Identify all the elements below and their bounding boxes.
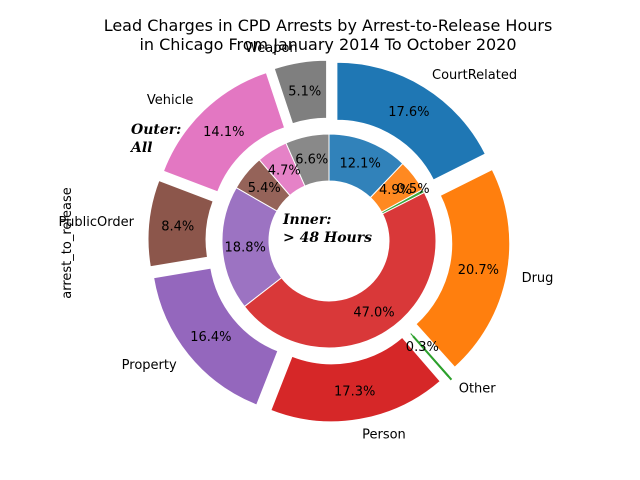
outer-percent-label-property: 16.4% bbox=[190, 330, 231, 345]
inner-labels: 6.6%4.7% 5.4% 18.8% 47.0% 0.5%4.9% 12.1% bbox=[225, 152, 430, 320]
inner-ring bbox=[221, 133, 437, 349]
outer-slice-property bbox=[153, 267, 279, 406]
outer-category-label-drug: Drug bbox=[522, 271, 554, 286]
inner-note-line-2: > 48 Hours bbox=[283, 230, 372, 246]
chart-title-line-2: in Chicago From January 2014 To October … bbox=[139, 35, 516, 54]
outer-slice-publicorder bbox=[147, 179, 214, 268]
outer-category-label-weapon: Weapon bbox=[245, 41, 298, 56]
inner-percent-label-publicorder: 5.4% bbox=[248, 181, 281, 196]
y-axis-label: arrest_to_release bbox=[60, 187, 75, 298]
outer-category-label-vehicle: Vehicle bbox=[147, 93, 194, 108]
inner-percent-label-other: 0.5% bbox=[397, 182, 430, 197]
inner-percent-label-property: 18.8% bbox=[225, 240, 266, 255]
outer-labels: Weapon 5.1% Vehicle 14.1% PublicOrder 8.4% Pro… bbox=[59, 41, 554, 443]
outer-percent-label-courtrelated: 17.6% bbox=[388, 105, 429, 120]
outer-slice-person bbox=[270, 336, 441, 423]
outer-category-label-person: Person bbox=[362, 428, 406, 443]
inner-slice-person bbox=[243, 191, 437, 349]
inner-percent-label-vehicle: 4.7% bbox=[268, 163, 301, 178]
leader-lines bbox=[412, 335, 453, 381]
outer-percent-label-publicorder: 8.4% bbox=[161, 219, 194, 234]
outer-percent-label-person: 17.3% bbox=[334, 384, 375, 399]
inner-slice-courtrelated bbox=[328, 133, 404, 199]
outer-slice-drug bbox=[415, 168, 511, 368]
outer-note-line-1: Outer: bbox=[131, 122, 181, 138]
outer-slice-vehicle bbox=[162, 72, 286, 193]
outer-category-label-property: Property bbox=[122, 358, 177, 373]
outer-percent-label-other: 0.3% bbox=[406, 340, 439, 355]
outer-category-label-other: Other bbox=[459, 381, 497, 396]
outer-category-label-publicorder: PublicOrder bbox=[59, 215, 135, 230]
inner-percent-label-drug: 4.9% bbox=[379, 183, 412, 198]
inner-note-line-1: Inner: bbox=[282, 212, 331, 228]
outer-slice-courtrelated bbox=[336, 61, 487, 181]
outer-note-line-2: All bbox=[129, 140, 153, 156]
outer-slice-weapon bbox=[273, 59, 328, 125]
inner-percent-label-weapon: 6.6% bbox=[295, 152, 328, 167]
outer-category-label-courtrelated: CourtRelated bbox=[432, 68, 517, 83]
outer-percent-label-weapon: 5.1% bbox=[288, 84, 321, 99]
leader-line-other bbox=[412, 335, 453, 381]
chart-title-line-1: Lead Charges in CPD Arrests by Arrest-to… bbox=[104, 16, 553, 35]
inner-percent-label-courtrelated: 12.1% bbox=[340, 156, 381, 171]
inner-percent-label-person: 47.0% bbox=[353, 305, 394, 320]
outer-percent-label-vehicle: 14.1% bbox=[203, 125, 244, 140]
outer-percent-label-drug: 20.7% bbox=[458, 263, 499, 278]
